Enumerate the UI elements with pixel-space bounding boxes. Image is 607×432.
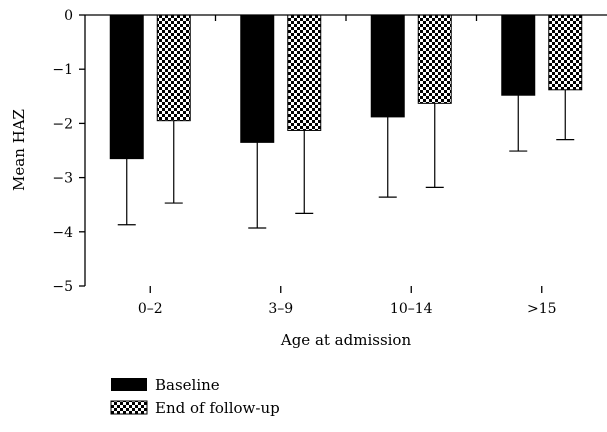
y-tick-label: −3 <box>52 171 73 187</box>
bar <box>548 14 583 91</box>
legend-swatch-end-of-follow-up <box>110 400 148 415</box>
bar <box>156 14 191 122</box>
y-tick-label: 0 <box>64 8 73 24</box>
plot-area <box>109 14 583 229</box>
y-tick-label: −1 <box>52 62 73 78</box>
y-axis: 0 −1 −2 −3 −4 −5 <box>52 8 86 295</box>
legend: Baseline End of follow-up <box>110 376 280 417</box>
bar <box>501 14 536 96</box>
x-tick-label: >15 <box>527 301 557 317</box>
x-tick-label: 10–14 <box>390 301 433 317</box>
y-tick-label: −2 <box>52 116 73 132</box>
bar <box>417 14 452 104</box>
legend-label-baseline: Baseline <box>155 376 220 394</box>
bar <box>287 14 322 131</box>
y-axis-title: Mean HAZ <box>10 109 28 191</box>
bar <box>240 14 275 143</box>
y-tick-label: −5 <box>52 279 73 295</box>
legend-swatch-baseline <box>111 378 147 391</box>
x-axis-title: Age at admission <box>280 331 412 349</box>
x-axis: 0–2 3–9 10–14 >15 <box>85 14 607 317</box>
x-tick-label: 3–9 <box>268 301 293 317</box>
bar <box>370 14 405 118</box>
x-tick-label: 0–2 <box>138 301 163 317</box>
legend-label-end-of-follow-up: End of follow-up <box>155 399 280 417</box>
y-tick-label: −4 <box>52 225 73 241</box>
bar <box>109 14 144 160</box>
